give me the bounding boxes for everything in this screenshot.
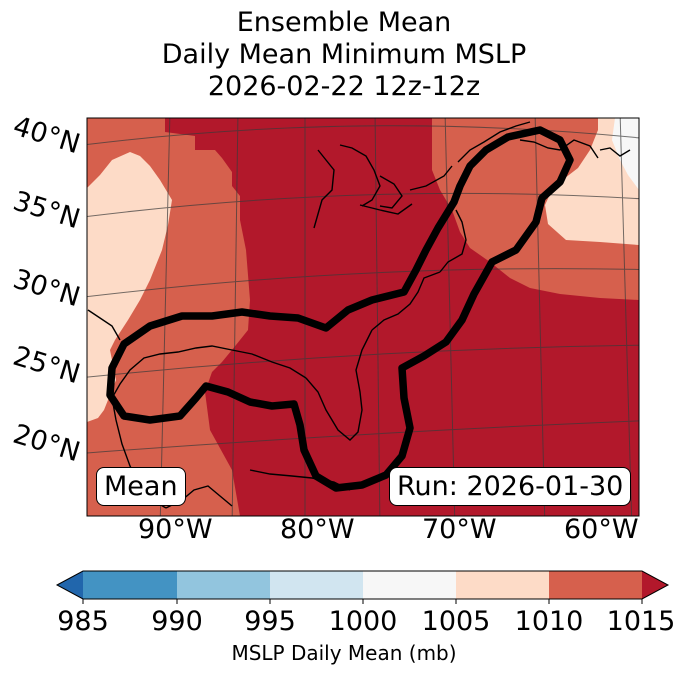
map-frame xyxy=(86,117,640,517)
colorbar-segment-990-995 xyxy=(177,571,270,599)
colorbar-tick-990: 990 xyxy=(151,606,203,637)
colorbar-tick-1010: 1010 xyxy=(514,606,584,637)
title-line-3: 2026-02-22 12z-12z xyxy=(207,71,481,102)
colorbar-segment-1000-1005 xyxy=(363,571,456,599)
colorbar-ticks xyxy=(82,599,643,604)
lon-label-60w: 60°W xyxy=(564,514,639,545)
run-date-box: Run: 2026-01-30 xyxy=(389,467,632,506)
title-line-2: Daily Mean Minimum MSLP xyxy=(161,39,527,70)
colorbar-tick-995: 995 xyxy=(244,606,296,637)
map-panel xyxy=(87,118,639,516)
colorbar-segment-1010-1015 xyxy=(549,571,642,599)
mslp-contour xyxy=(106,126,574,492)
lon-label-90w: 90°W xyxy=(138,514,213,545)
colorbar-segment-995-1000 xyxy=(270,571,363,599)
lon-label-70w: 70°W xyxy=(422,514,497,545)
colorbar-tick-1000: 1000 xyxy=(328,606,398,637)
colorbar-segment-1005-1010 xyxy=(456,571,549,599)
mean-label-box: Mean xyxy=(96,467,186,506)
title-line-1: Ensemble Mean xyxy=(236,7,452,38)
field-lt1005-east xyxy=(545,118,639,245)
colorbar-tick-1015: 1015 xyxy=(606,606,676,637)
colorbar-label: MSLP Daily Mean (mb) xyxy=(231,641,457,665)
colorbar xyxy=(55,570,670,604)
lon-label-80w: 80°W xyxy=(280,514,355,545)
colorbar-tick-985: 985 xyxy=(57,606,109,637)
colorbar-extend-high xyxy=(642,571,668,599)
colorbar-segment-985-990 xyxy=(83,571,177,599)
colorbar-tick-1005: 1005 xyxy=(421,606,491,637)
colorbar-extend-low xyxy=(57,571,83,599)
field-lt1005-west xyxy=(87,152,172,422)
